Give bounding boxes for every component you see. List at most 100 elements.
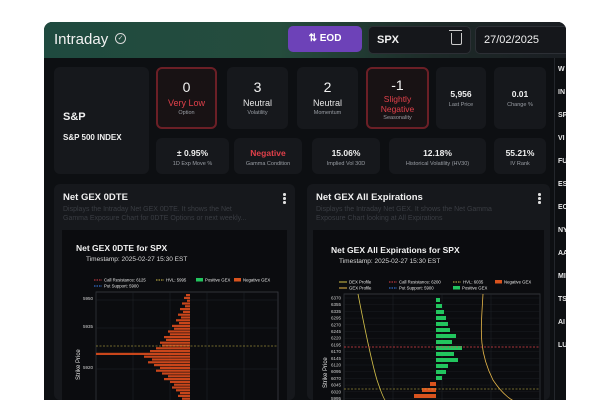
gex-bar xyxy=(436,298,440,302)
watchlist-item[interactable]: W xyxy=(558,66,565,73)
y-axis-label: Strike Price xyxy=(76,349,82,380)
tick-label: 6020 xyxy=(331,389,342,394)
score-caption: Option xyxy=(178,110,195,116)
watchlist-item[interactable]: AA xyxy=(558,250,566,257)
kebab-icon[interactable] xyxy=(538,193,541,205)
watchlist-item[interactable]: NY xyxy=(558,227,566,234)
score-label: Slightly Negative xyxy=(380,94,415,114)
score-card-volatility: 3 Neutral Volatility xyxy=(227,67,288,129)
panel-description: Displays the Intraday Net GEX 0DTE. It s… xyxy=(63,206,247,222)
gex-bar xyxy=(148,361,190,364)
date-input[interactable]: 27/02/2025 xyxy=(475,26,566,54)
gex-bar xyxy=(160,341,190,344)
y-axis-label: Strike Price xyxy=(323,357,329,388)
instrument-name: S&P 500 INDEX xyxy=(63,133,122,142)
gex-bar xyxy=(96,352,190,355)
gex-all-plot: DEX Profile Call Resistance: 6200 HVL: 6… xyxy=(323,280,541,400)
gex-bar xyxy=(178,313,190,316)
date-value: 27/02/2025 xyxy=(484,34,540,46)
legend-positive: Positive GEX xyxy=(205,278,230,283)
gex-bar xyxy=(436,334,456,338)
panel-net-gex-0dte: Net GEX 0DTE Displays the Intraday Net G… xyxy=(54,184,295,400)
legend-negative: Negative GEX xyxy=(243,278,270,283)
gex-bar xyxy=(144,355,190,358)
gex-bar xyxy=(180,308,190,311)
gex-bar xyxy=(160,366,190,369)
metric-label: 1D Exp Move % xyxy=(172,161,213,167)
tick-label: 6170 xyxy=(331,349,342,354)
tick-label: 5935 xyxy=(83,324,94,329)
legend-put-support: Put Support: 5900 xyxy=(104,284,139,289)
tick-label: 6245 xyxy=(331,329,342,334)
legend-dex: DEX Profile xyxy=(349,280,372,285)
gex-bar xyxy=(182,397,190,400)
watchlist-item[interactable]: LU xyxy=(558,342,566,349)
metric-value: ± 0.95% xyxy=(176,148,209,158)
legend-call-resistance: Call Resistance: 6200 xyxy=(399,280,441,285)
gex-bar xyxy=(436,358,458,362)
legend-call-resistance: Call Resistance: 6125 xyxy=(104,278,146,283)
chart-0dte: Net GEX 0DTE for SPX Timestamp: 2025-02-… xyxy=(62,230,287,400)
legend: DEX Profile Call Resistance: 6200 HVL: 6… xyxy=(339,280,531,291)
score-caption: Volatility xyxy=(247,110,268,116)
legend-hvl: HVL: 5995 xyxy=(166,278,187,283)
watchlist-item[interactable]: AI xyxy=(558,319,565,326)
watchlist-item[interactable]: EC xyxy=(558,204,566,211)
gex-bar xyxy=(184,296,190,299)
gex-0dte-plot: Call Resistance: 6125 HVL: 5995 Positive… xyxy=(76,278,279,400)
bars xyxy=(414,298,462,398)
gex-bar xyxy=(436,340,452,344)
gex-bar xyxy=(168,330,190,333)
metric-card-gamma: Negative Gamma Condition xyxy=(234,138,302,174)
score-label: Neutral xyxy=(312,98,342,108)
symbol-value: SPX xyxy=(377,34,400,46)
watchlist-item[interactable]: IN xyxy=(558,89,565,96)
score-value: -1 xyxy=(391,77,404,93)
metric-value: 12.18% xyxy=(423,148,452,158)
legend-positive: Positive GEX xyxy=(462,286,487,291)
watchlist-item[interactable]: TS xyxy=(558,296,566,303)
score-card-seasonality: -1 Slightly Negative Seasonality xyxy=(366,67,429,129)
metric-label: Historical Volatility (HV30) xyxy=(405,161,470,167)
last-price-label: Last Price xyxy=(448,102,474,108)
watchlist-item[interactable]: FU xyxy=(558,158,566,165)
gex-bar xyxy=(174,327,190,330)
gex-bar xyxy=(170,333,190,336)
watchlist-item[interactable]: VI xyxy=(558,135,565,142)
watchlist-item[interactable]: SP xyxy=(558,112,566,119)
metric-card-exp-move: ± 0.95% 1D Exp Move % xyxy=(156,138,229,174)
eod-button[interactable]: ⇅ EOD xyxy=(288,26,362,52)
tick-label: 5920 xyxy=(83,365,94,370)
trash-icon[interactable] xyxy=(449,30,462,45)
gex-bar xyxy=(181,316,190,319)
metric-value: 15.06% xyxy=(331,148,361,158)
gex-bar xyxy=(436,364,448,368)
gex-bar xyxy=(436,310,444,314)
gex-bar xyxy=(156,347,190,350)
panel-title: Net GEX 0DTE xyxy=(63,192,128,203)
gex-bar xyxy=(436,346,462,350)
change-card: 0.01 Change % xyxy=(494,67,546,129)
gex-bar xyxy=(436,352,454,356)
tick-label: 6370 xyxy=(331,296,342,301)
score-value: 0 xyxy=(182,79,191,95)
panel-title: Net GEX All Expirations xyxy=(316,192,423,203)
last-price-value: 5,956 xyxy=(450,89,472,99)
metric-label: Gamma Condition xyxy=(245,161,291,167)
gex-bar xyxy=(436,304,442,308)
watchlist-item[interactable]: ES xyxy=(558,181,566,188)
chart-timestamp: Timestamp: 2025-02-27 15:30 EST xyxy=(339,258,441,265)
bars xyxy=(96,294,190,400)
gex-bar xyxy=(170,380,190,383)
tick-label: 6145 xyxy=(331,356,342,361)
watchlist-item[interactable]: MI xyxy=(558,273,566,280)
metric-label: Implied Vol 30D xyxy=(326,161,366,167)
gex-bar xyxy=(436,370,446,374)
gex-bar xyxy=(179,322,190,325)
legend-positive-swatch xyxy=(453,286,460,290)
score-card-momentum: 2 Neutral Momentum xyxy=(297,67,358,129)
legend-gex: GEX Profile xyxy=(349,286,372,291)
symbol-input[interactable]: SPX xyxy=(368,26,471,54)
kebab-icon[interactable] xyxy=(283,193,286,205)
